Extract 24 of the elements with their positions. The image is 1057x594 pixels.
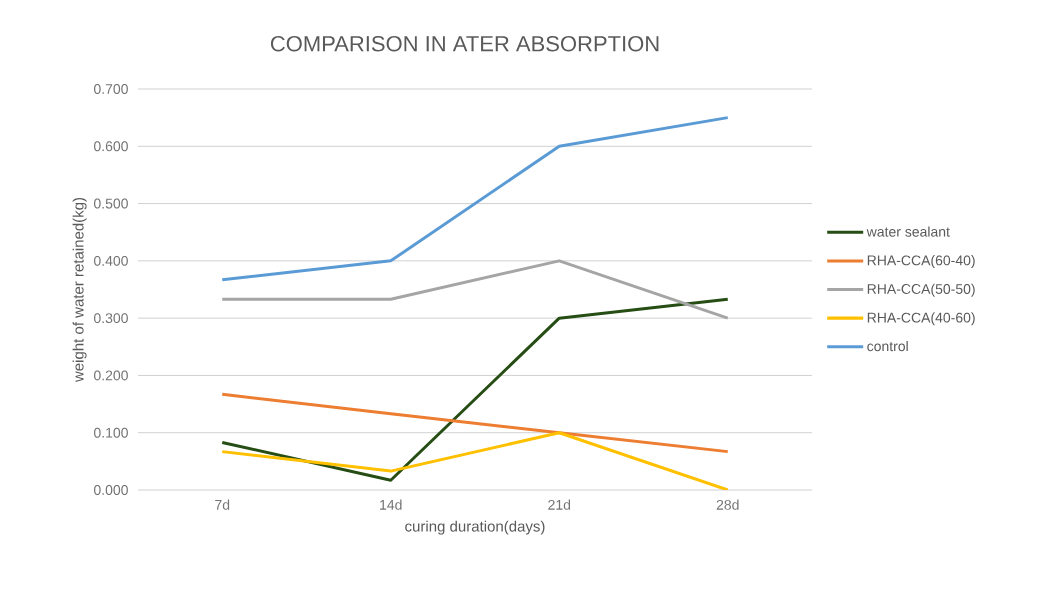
legend-label: RHA-CCA(60-40) (867, 255, 975, 269)
line-series (220, 116, 730, 282)
x-tick-label: 21d (548, 499, 571, 510)
x-tick-label: 7d (215, 499, 230, 510)
legend-label: RHA-CCA(50-50) (867, 283, 975, 297)
legend-label: RHA-CCA(40-60) (867, 312, 975, 326)
y-axis-title: weight of water retained(kg) (72, 197, 87, 383)
x-axis-title: curing duration(days) (405, 520, 545, 535)
y-tick-label: 0.300 (93, 313, 128, 324)
y-tick-label: 0.200 (93, 370, 128, 381)
line-series (220, 431, 730, 490)
chart-title: COMPARISON IN ATER ABSORPTION (270, 35, 659, 52)
y-tick-label: 0.600 (93, 141, 128, 152)
y-tick-label: 0.100 (93, 427, 128, 438)
line-series (220, 297, 730, 482)
y-tick-label: 0.000 (93, 485, 128, 495)
y-tick-label: 0.500 (93, 198, 128, 209)
y-tick-label: 0.400 (93, 255, 128, 266)
x-tick-label: 28d (716, 499, 739, 510)
line-series (220, 392, 730, 454)
x-tick-label: 14d (380, 499, 402, 510)
legend-label: water sealant (866, 226, 950, 237)
y-tick-label: 0.700 (93, 84, 128, 94)
legend-label: control (867, 340, 908, 352)
